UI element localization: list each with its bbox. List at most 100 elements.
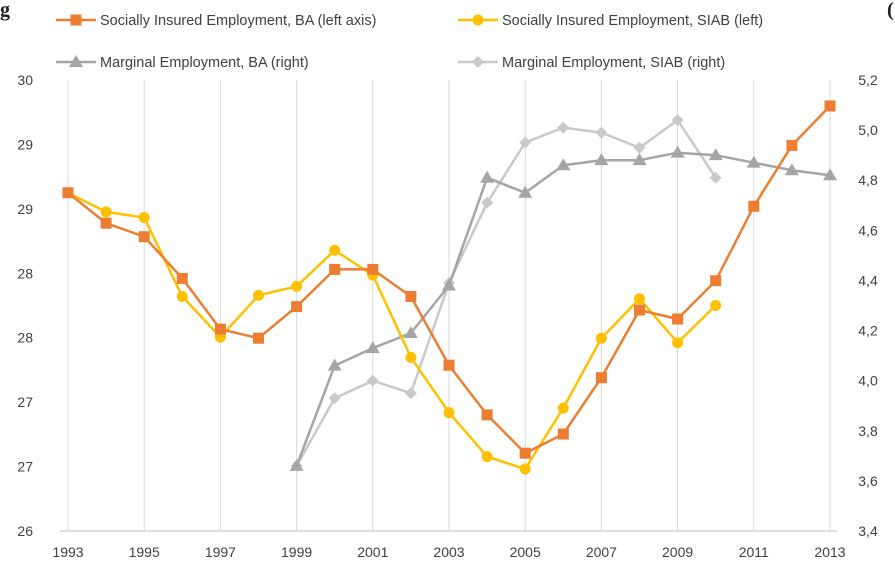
data-point-2009 [672,337,684,349]
y-left-tick-label: 29 [17,136,33,152]
data-point-2006 [557,428,569,440]
data-point-2004 [481,409,493,421]
data-point-1999 [291,301,303,313]
data-point-2002 [405,351,417,363]
y-right-tick-label: 4,4 [858,272,878,288]
series-marginal-employment-ba-right [289,145,837,471]
x-tick-label-2013: 2013 [814,544,845,560]
data-point-2003 [443,407,455,419]
x-tick-label-1995: 1995 [129,544,160,560]
y-left-tick-label: 26 [17,523,33,539]
data-point-2001 [367,263,379,275]
x-tick-label-2011: 2011 [739,544,769,560]
data-point-2005 [519,447,531,459]
data-point-2004 [481,196,494,209]
data-point-2008 [632,153,647,166]
y-right-tick-label: 5,0 [858,122,878,138]
y-right-tick-label: 3,4 [858,523,878,539]
legend-entry-marginal-employment-ba-right: Marginal Employment, BA (right) [56,55,309,71]
data-point-2012 [786,139,798,151]
y-left-tick-label: 28 [17,265,33,281]
data-point-2006 [556,158,571,171]
y-right-tick-label: 4,6 [858,222,878,238]
legend-label: Marginal Employment, SIAB (right) [502,55,725,71]
data-point-2010 [710,300,722,311]
data-point-1998 [253,289,264,301]
data-point-2002 [405,290,417,302]
data-point-2009 [672,313,684,325]
data-point-2010 [708,148,723,161]
series-line [295,118,717,467]
y-right-tick-label: 4,0 [858,373,878,389]
data-point-1999 [289,458,304,471]
legend-marker [69,55,83,67]
data-point-2000 [329,244,341,256]
data-point-1999 [291,280,303,292]
legend-label: Socially Insured Employment, BA (left ax… [100,13,376,29]
axes: 1993 1995 1997 1999 2001 2003 2005 2007 2009 2011… [17,72,878,560]
data-point-2008 [634,293,645,305]
x-tick-label-2009: 2009 [662,544,693,560]
data-point-2000 [328,392,341,405]
data-point-2010 [710,275,722,287]
x-tick-label-1997: 1997 [205,544,236,560]
data-point-2013 [823,168,837,181]
data-point-1996 [176,290,188,302]
y-right-tick-label: 3,8 [858,423,878,439]
y-right-tick-label: 5,2 [858,72,878,88]
data-point-2011 [748,200,760,212]
x-tick-label-1993: 1993 [52,544,83,560]
data-point-2005 [518,185,533,198]
plot-area [62,100,837,475]
data-point-2007 [595,332,607,344]
data-point-1997 [214,323,226,335]
x-tick-label-1999: 1999 [281,544,312,560]
data-point-1995 [138,231,150,243]
data-point-2009 [670,145,685,158]
data-point-1998 [253,332,264,344]
data-point-2013 [824,100,836,112]
data-point-2006 [557,402,569,414]
data-point-2008 [634,304,645,316]
legend-entry-socially-insured-employment-ba-left-axis: Socially Insured Employment, BA (left ax… [56,13,376,29]
data-point-2009 [671,114,684,127]
legend: Socially Insured Employment, BA (left ax… [56,13,763,71]
legend-entry-marginal-employment-siab-right: Marginal Employment, SIAB (right) [458,55,725,71]
data-point-2005 [519,463,531,475]
y-right-tick-label: 3,6 [858,473,878,489]
data-point-2007 [594,153,609,166]
data-point-2000 [329,263,341,275]
y-right-tick-label: 4,2 [858,323,878,339]
data-point-2001 [365,341,380,354]
data-point-2007 [595,372,607,384]
y-left-tick-label: 29 [17,201,33,217]
legend-label: Socially Insured Employment, SIAB (left) [502,13,763,29]
legend-label: Marginal Employment, BA (right) [100,55,309,71]
x-tick-label-2005: 2005 [510,544,541,560]
data-point-2003 [443,359,455,371]
data-point-2003 [442,278,456,291]
legend-marker [472,56,484,68]
data-point-2000 [327,358,342,371]
data-point-2002 [404,387,417,400]
data-point-1995 [138,212,150,224]
data-point-2006 [557,121,570,134]
title-fragment-right: ( [887,0,894,21]
y-left-tick-label: 27 [17,394,33,410]
legend-entry-socially-insured-employment-siab-left: Socially Insured Employment, SIAB (left) [458,13,763,29]
y-left-tick-label: 27 [17,459,33,475]
title-fragment-left: g [0,0,10,21]
y-left-tick-label: 30 [17,72,33,88]
data-point-2004 [480,170,495,183]
data-point-2004 [481,451,493,463]
legend-marker [70,14,82,26]
y-left-tick-label: 28 [17,330,33,346]
data-point-2008 [633,141,646,154]
data-point-1994 [100,217,112,229]
legend-marker [472,14,484,26]
data-point-1993 [62,187,74,199]
data-point-2007 [595,126,608,139]
series-socially-insured-employment-ba-left-axis [62,100,836,459]
data-point-1994 [100,206,112,218]
